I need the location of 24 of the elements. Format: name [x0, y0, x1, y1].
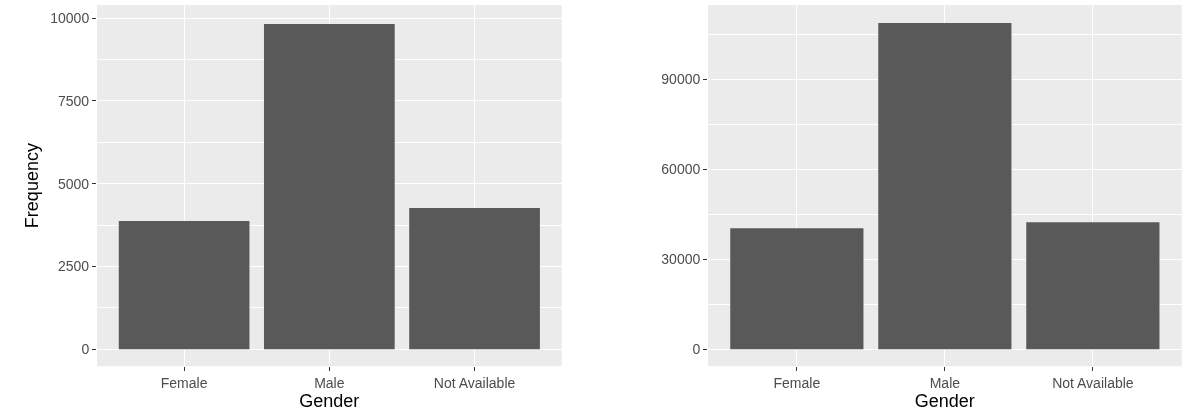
x-tick-label: Not Available [433, 375, 516, 392]
x-tick-label: Male [314, 375, 345, 392]
x-axis-title: Gender [914, 391, 975, 412]
y-tick-label: 0 [692, 341, 701, 358]
y-tick-label: 5000 [58, 175, 90, 192]
x-tick-label: Female [160, 375, 208, 392]
bar [118, 221, 250, 350]
bar [730, 228, 864, 350]
y-tick-label: 2500 [58, 258, 90, 275]
bar [409, 208, 540, 350]
y-tick-label: 7500 [58, 92, 90, 109]
x-tick-label: Female [773, 375, 821, 392]
bar [878, 22, 1012, 350]
bar [1026, 222, 1160, 350]
y-tick-label: 10000 [50, 9, 90, 26]
bar [263, 24, 395, 350]
x-tick-label: Male [929, 375, 961, 392]
y-axis-title: Frequency [22, 143, 43, 229]
y-tick-label: 60000 [661, 161, 701, 178]
y-tick-label: 90000 [661, 70, 701, 87]
x-axis-title: Gender [299, 391, 360, 412]
y-tick-label: 30000 [661, 251, 701, 268]
x-tick-label: Not Available [1052, 375, 1134, 392]
y-tick-label: 0 [81, 341, 90, 358]
